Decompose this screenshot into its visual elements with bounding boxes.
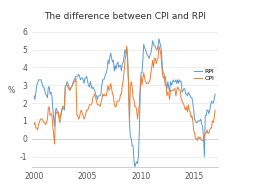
RPI [81,77,84,79]
RPI [52,118,55,120]
CPI [53,143,56,145]
RPI [32,95,36,97]
CPI [64,86,67,88]
RPI [127,84,130,86]
CPI [52,134,55,136]
CPI [214,109,217,111]
CPI [129,84,132,86]
CPI [168,98,171,101]
CPI [81,114,85,117]
Line: CPI: CPI [34,46,215,144]
Legend: RPI, CPI: RPI, CPI [192,66,217,83]
Y-axis label: %: % [8,86,15,95]
RPI [133,166,136,168]
RPI [214,93,217,95]
Line: RPI: RPI [34,39,215,167]
RPI [157,38,160,40]
RPI [123,48,127,51]
RPI [168,91,171,93]
CPI [125,45,128,47]
CPI [32,123,36,126]
RPI [63,109,66,111]
Title: The difference between CPI and RPI: The difference between CPI and RPI [44,12,206,21]
CPI [124,54,127,56]
